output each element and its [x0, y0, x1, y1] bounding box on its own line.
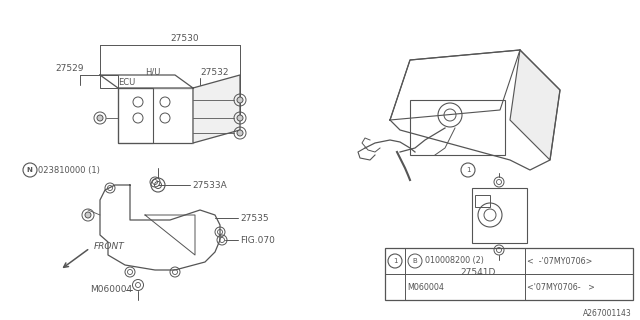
Text: 27541D: 27541D — [460, 268, 496, 277]
Text: M060004: M060004 — [407, 283, 444, 292]
Polygon shape — [100, 75, 193, 88]
Bar — [385, 248, 633, 300]
Bar — [475, 195, 490, 207]
Circle shape — [237, 97, 243, 103]
Text: 27532: 27532 — [200, 68, 228, 76]
Text: B: B — [413, 258, 417, 264]
Text: 27529: 27529 — [55, 63, 83, 73]
Text: 1: 1 — [393, 258, 397, 264]
Text: FIG.070: FIG.070 — [240, 236, 275, 244]
Text: 27533A: 27533A — [192, 180, 227, 189]
Text: N: N — [26, 167, 32, 173]
Polygon shape — [510, 50, 560, 160]
Circle shape — [97, 115, 103, 121]
Polygon shape — [390, 50, 520, 120]
Text: 27535: 27535 — [240, 213, 269, 222]
Circle shape — [237, 130, 243, 136]
Text: A267001143: A267001143 — [583, 308, 632, 317]
Bar — [100, 75, 118, 88]
Text: <  -'07MY0706>: < -'07MY0706> — [527, 257, 593, 266]
Bar — [118, 88, 193, 143]
Text: 27530: 27530 — [171, 34, 199, 43]
Polygon shape — [193, 75, 240, 143]
Bar — [410, 100, 505, 155]
Circle shape — [85, 212, 91, 218]
Text: ECU: ECU — [118, 77, 135, 86]
Text: H/U: H/U — [145, 68, 161, 76]
Circle shape — [237, 115, 243, 121]
Text: FRONT: FRONT — [94, 242, 125, 251]
Text: 010008200 (2): 010008200 (2) — [425, 257, 484, 266]
Text: 1: 1 — [466, 167, 470, 173]
Bar — [118, 88, 153, 143]
Text: 023810000 (1): 023810000 (1) — [38, 165, 100, 174]
Text: M060004: M060004 — [90, 285, 132, 294]
Text: <'07MY0706-   >: <'07MY0706- > — [527, 283, 595, 292]
Bar — [472, 188, 527, 243]
